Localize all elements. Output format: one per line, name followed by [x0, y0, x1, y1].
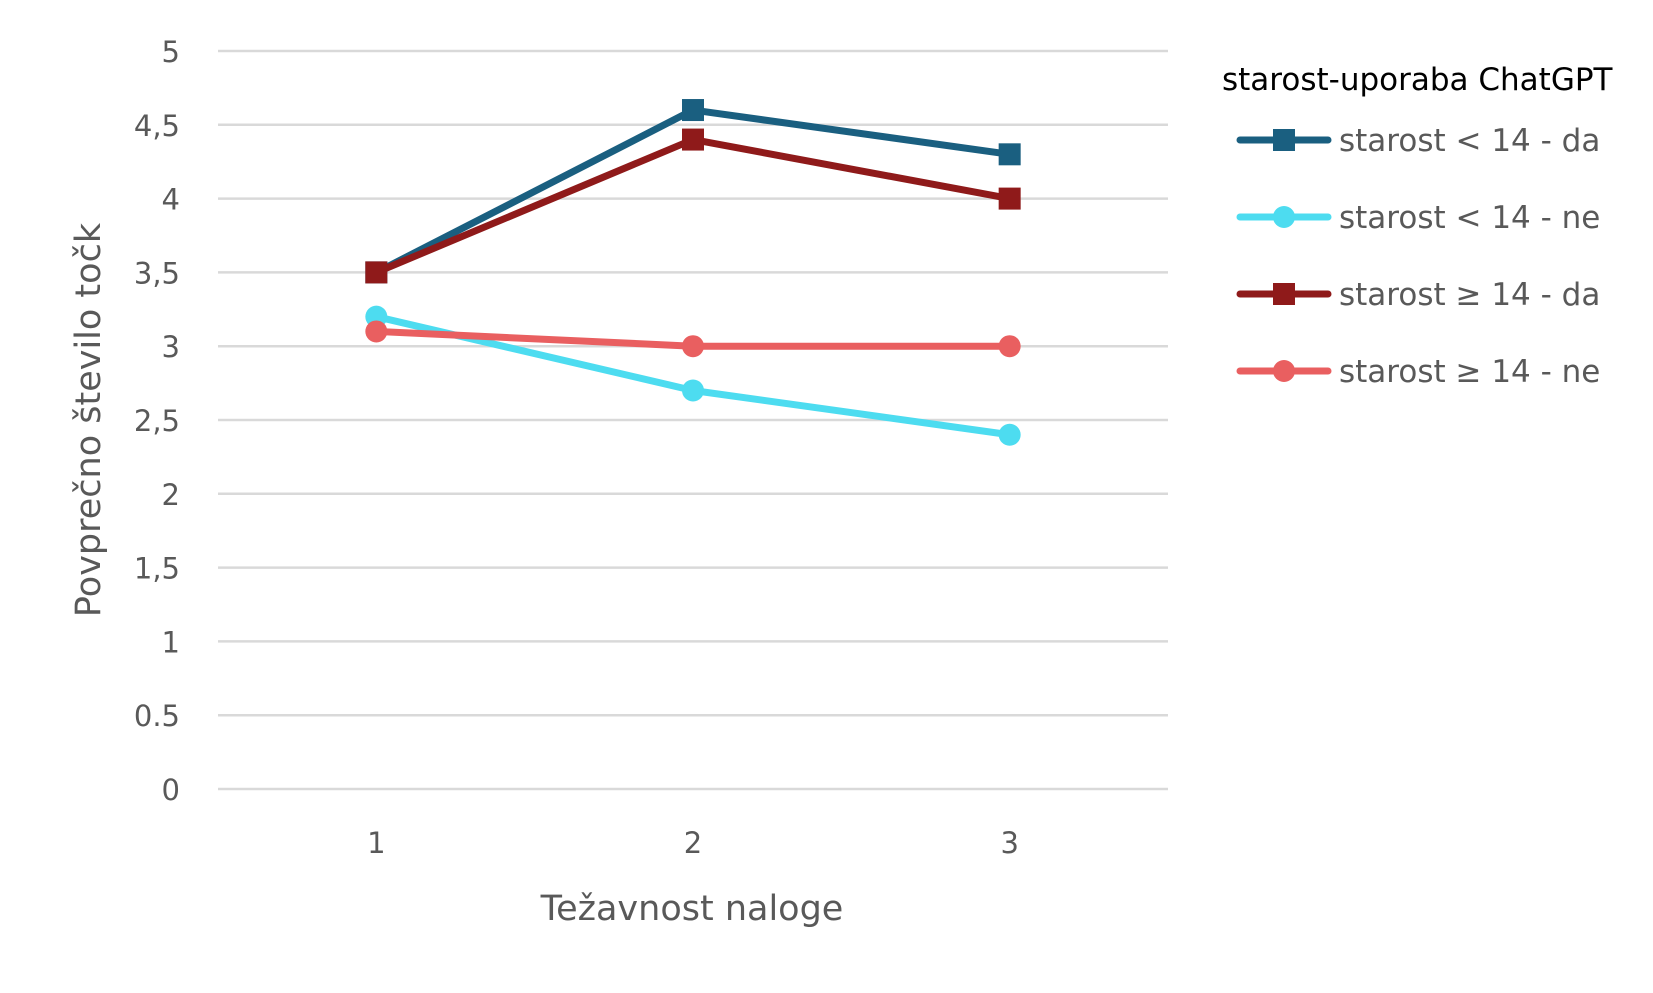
data-point	[365, 320, 388, 343]
y-tick-label: 0.5	[134, 699, 180, 733]
y-tick-label: 3,5	[134, 256, 180, 290]
legend-marker	[1273, 360, 1295, 382]
legend-label: starost < 14 - da	[1339, 123, 1600, 159]
data-point	[998, 187, 1021, 210]
x-tick-label: 1	[367, 826, 385, 860]
legend-marker	[1273, 283, 1295, 305]
series-4	[365, 320, 1021, 358]
legend-item: starost ≥ 14 - da	[1236, 277, 1600, 313]
series-1	[365, 99, 1021, 284]
y-tick-label: 1,5	[134, 552, 180, 586]
legend-marker	[1273, 206, 1295, 228]
gridlines	[218, 49, 1168, 791]
legend: starost-uporaba ChatGPT starost < 14 - d…	[1222, 62, 1614, 390]
series-3	[365, 128, 1021, 284]
y-tick-label: 2	[162, 478, 180, 512]
data-point	[998, 335, 1021, 358]
y-axis-title: Povprečno število točk	[69, 222, 109, 617]
y-tick-label: 5	[162, 35, 180, 69]
series-line	[372, 136, 1014, 276]
x-tick-label: 2	[684, 826, 702, 860]
y-tick-label: 3	[162, 330, 180, 364]
x-axis-ticks: 1 2 3	[367, 826, 1019, 860]
legend-item: starost < 14 - ne	[1236, 200, 1600, 236]
legend-label: starost ≥ 14 - da	[1339, 277, 1600, 313]
data-point	[682, 99, 704, 122]
y-tick-label: 1	[162, 625, 180, 659]
series-2	[365, 305, 1021, 446]
legend-title: starost-uporaba ChatGPT	[1222, 62, 1614, 98]
series-lines	[365, 99, 1021, 446]
x-tick-label: 3	[1000, 826, 1018, 860]
data-point	[682, 128, 704, 151]
legend-label: starost ≥ 14 - ne	[1339, 354, 1600, 390]
x-axis-title: Težavnost naloge	[540, 889, 844, 929]
data-point	[682, 335, 704, 358]
data-point	[365, 261, 388, 284]
y-tick-label: 0	[162, 773, 180, 807]
data-point	[998, 143, 1021, 166]
y-tick-label: 4	[162, 183, 180, 217]
y-axis-ticks: 0 0.5 1 1,5 2 2,5 3 3,5 4 4,5 5	[134, 35, 180, 807]
data-point	[682, 379, 704, 402]
data-point	[998, 423, 1021, 446]
legend-item: starost ≥ 14 - ne	[1236, 354, 1600, 390]
y-tick-label: 2,5	[134, 404, 180, 438]
y-tick-label: 4,5	[134, 109, 180, 143]
legend-marker	[1273, 129, 1295, 151]
legend-item: starost < 14 - da	[1236, 123, 1600, 159]
legend-label: starost < 14 - ne	[1339, 200, 1600, 236]
